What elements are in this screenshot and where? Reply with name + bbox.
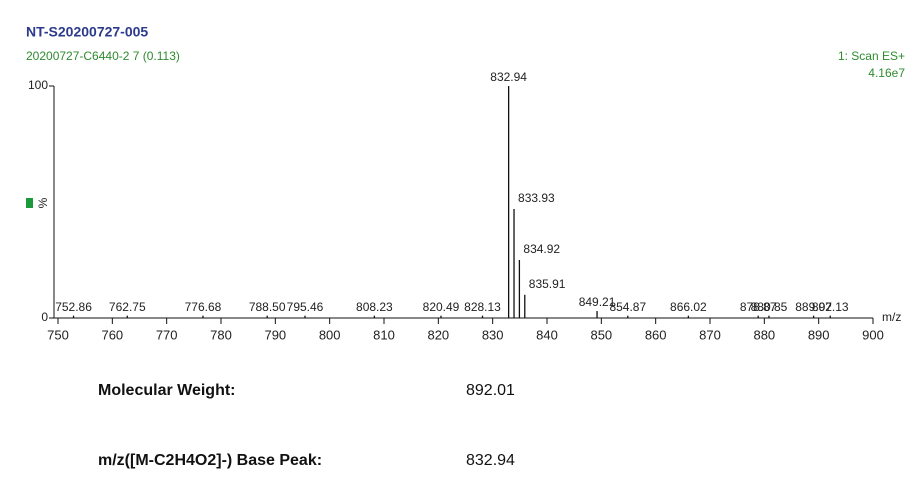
peak-label: 788.50 — [249, 300, 286, 314]
peak-label: 820.49 — [423, 300, 460, 314]
peak-label: 808.23 — [356, 300, 393, 314]
x-tick-label: 860 — [645, 327, 667, 342]
x-tick-label: 790 — [264, 327, 286, 342]
y-axis-label: % — [36, 197, 50, 208]
peak-label: 880.85 — [751, 300, 788, 314]
x-tick-label: 890 — [808, 327, 830, 342]
x-tick-label: 880 — [753, 327, 775, 342]
x-tick-label: 850 — [590, 327, 612, 342]
info-label: Molecular Weight: — [98, 382, 236, 399]
x-tick-label: 810 — [373, 327, 395, 342]
info-label: m/z([M-C2H4O2]-) Base Peak: — [98, 452, 323, 469]
chart-title: NT-S20200727-005 — [26, 24, 148, 40]
peak-label: 866.02 — [670, 300, 707, 314]
peak-label: 834.92 — [523, 242, 560, 256]
x-tick-label: 800 — [319, 327, 341, 342]
x-tick-label: 900 — [862, 327, 884, 342]
trace-marker — [26, 198, 33, 208]
x-tick-label: 770 — [156, 327, 178, 342]
peak-label: 833.93 — [518, 191, 555, 205]
peak-label: 849.21 — [579, 295, 616, 309]
info-value: 892.01 — [466, 382, 515, 399]
info-row: m/z([M-C2H4O2]-) Base Peak: 832.94 — [98, 452, 515, 470]
peak-label: 889.07 — [795, 300, 832, 314]
y-tick-label: 0 — [41, 310, 48, 324]
x-tick-label: 750 — [47, 327, 69, 342]
info-value: 832.94 — [466, 452, 515, 469]
peak-label: 832.94 — [490, 70, 527, 84]
chart: NT-S20200727-005 20200727-C6440-2 7 (0.1… — [26, 24, 905, 342]
chart-subtitle: 20200727-C6440-2 7 (0.113) — [26, 49, 180, 63]
peak-label: 752.86 — [55, 300, 92, 314]
peak-label: 835.91 — [529, 277, 566, 291]
peak-label: 854.87 — [609, 300, 646, 314]
x-tick-label: 760 — [101, 327, 123, 342]
peak-label: 776.68 — [185, 300, 222, 314]
peak-label: 795.46 — [287, 300, 324, 314]
x-axis-label: m/z — [882, 310, 901, 324]
x-tick-label: 830 — [482, 327, 504, 342]
peak-label: 828.13 — [464, 300, 501, 314]
intensity-label: 4.16e7 — [868, 66, 905, 80]
x-tick-label: 870 — [699, 327, 721, 342]
peak-label: 892.13 — [812, 300, 849, 314]
y-tick-label: 100 — [28, 78, 48, 92]
scan-label: 1: Scan ES+ — [838, 49, 905, 63]
info-row: Molecular Weight: 892.01 — [98, 382, 515, 400]
x-tick-label: 780 — [210, 327, 232, 342]
x-tick-label: 820 — [427, 327, 449, 342]
peak-label: 878.87 — [740, 300, 777, 314]
peak-label: 762.75 — [109, 300, 146, 314]
x-tick-label: 840 — [536, 327, 558, 342]
